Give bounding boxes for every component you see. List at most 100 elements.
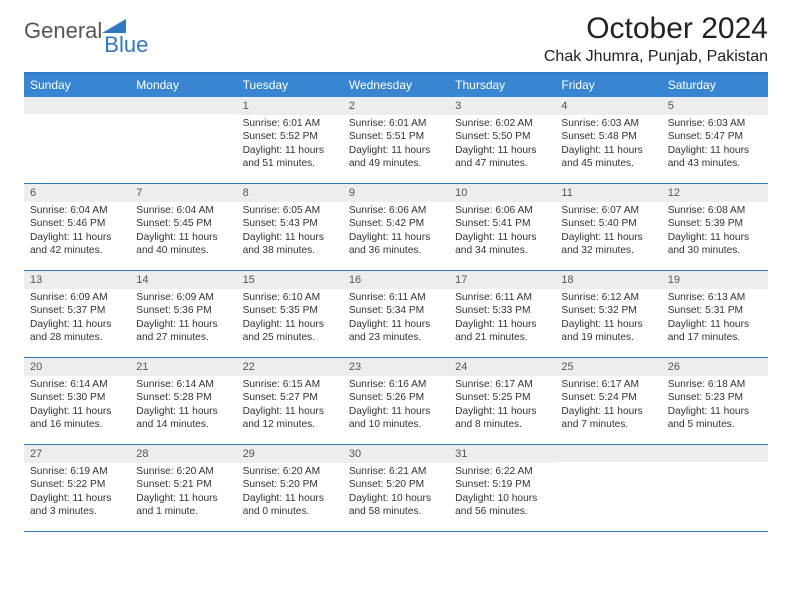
calendar-cell: 1Sunrise: 6:01 AMSunset: 5:52 PMDaylight… — [237, 97, 343, 183]
day-details: Sunrise: 6:11 AMSunset: 5:34 PMDaylight:… — [343, 289, 449, 348]
calendar-cell: 21Sunrise: 6:14 AMSunset: 5:28 PMDayligh… — [130, 358, 236, 444]
day-number: 19 — [662, 271, 768, 289]
day-header: Monday — [130, 74, 236, 97]
day-number: 7 — [130, 184, 236, 202]
day-number: 28 — [130, 445, 236, 463]
day-header: Sunday — [24, 74, 130, 97]
logo-triangle-icon — [102, 17, 126, 33]
calendar-cell: 22Sunrise: 6:15 AMSunset: 5:27 PMDayligh… — [237, 358, 343, 444]
day-number: 13 — [24, 271, 130, 289]
day-details: Sunrise: 6:13 AMSunset: 5:31 PMDaylight:… — [662, 289, 768, 348]
calendar-cell: 26Sunrise: 6:18 AMSunset: 5:23 PMDayligh… — [662, 358, 768, 444]
day-number: 15 — [237, 271, 343, 289]
day-number: 16 — [343, 271, 449, 289]
day-header-row: SundayMondayTuesdayWednesdayThursdayFrid… — [24, 74, 768, 97]
page-title: October 2024 — [544, 12, 768, 46]
day-number: 11 — [555, 184, 661, 202]
calendar-cell: 4Sunrise: 6:03 AMSunset: 5:48 PMDaylight… — [555, 97, 661, 183]
day-details: Sunrise: 6:08 AMSunset: 5:39 PMDaylight:… — [662, 202, 768, 261]
calendar-cell — [662, 445, 768, 531]
day-number: 22 — [237, 358, 343, 376]
day-details: Sunrise: 6:04 AMSunset: 5:46 PMDaylight:… — [24, 202, 130, 261]
day-number — [555, 445, 661, 462]
calendar-cell: 27Sunrise: 6:19 AMSunset: 5:22 PMDayligh… — [24, 445, 130, 531]
calendar-page: General Blue October 2024 Chak Jhumra, P… — [0, 0, 792, 548]
day-number: 31 — [449, 445, 555, 463]
day-number: 5 — [662, 97, 768, 115]
day-details: Sunrise: 6:01 AMSunset: 5:51 PMDaylight:… — [343, 115, 449, 174]
calendar-cell: 6Sunrise: 6:04 AMSunset: 5:46 PMDaylight… — [24, 184, 130, 270]
day-number: 26 — [662, 358, 768, 376]
calendar-cell: 17Sunrise: 6:11 AMSunset: 5:33 PMDayligh… — [449, 271, 555, 357]
calendar-cell: 16Sunrise: 6:11 AMSunset: 5:34 PMDayligh… — [343, 271, 449, 357]
day-details: Sunrise: 6:09 AMSunset: 5:37 PMDaylight:… — [24, 289, 130, 348]
day-details: Sunrise: 6:03 AMSunset: 5:47 PMDaylight:… — [662, 115, 768, 174]
calendar-body: 1Sunrise: 6:01 AMSunset: 5:52 PMDaylight… — [24, 97, 768, 532]
day-details: Sunrise: 6:14 AMSunset: 5:30 PMDaylight:… — [24, 376, 130, 435]
calendar-cell: 19Sunrise: 6:13 AMSunset: 5:31 PMDayligh… — [662, 271, 768, 357]
calendar-cell: 15Sunrise: 6:10 AMSunset: 5:35 PMDayligh… — [237, 271, 343, 357]
day-number — [662, 445, 768, 462]
calendar-cell — [555, 445, 661, 531]
calendar-cell: 8Sunrise: 6:05 AMSunset: 5:43 PMDaylight… — [237, 184, 343, 270]
day-header: Friday — [555, 74, 661, 97]
day-number: 9 — [343, 184, 449, 202]
logo-text-2: Blue — [104, 32, 148, 58]
day-number: 20 — [24, 358, 130, 376]
calendar-cell: 25Sunrise: 6:17 AMSunset: 5:24 PMDayligh… — [555, 358, 661, 444]
day-details: Sunrise: 6:10 AMSunset: 5:35 PMDaylight:… — [237, 289, 343, 348]
calendar-cell: 10Sunrise: 6:06 AMSunset: 5:41 PMDayligh… — [449, 184, 555, 270]
day-details: Sunrise: 6:17 AMSunset: 5:24 PMDaylight:… — [555, 376, 661, 435]
day-header: Wednesday — [343, 74, 449, 97]
day-details: Sunrise: 6:07 AMSunset: 5:40 PMDaylight:… — [555, 202, 661, 261]
calendar-week: 27Sunrise: 6:19 AMSunset: 5:22 PMDayligh… — [24, 445, 768, 532]
day-details: Sunrise: 6:06 AMSunset: 5:41 PMDaylight:… — [449, 202, 555, 261]
day-number: 12 — [662, 184, 768, 202]
day-details: Sunrise: 6:09 AMSunset: 5:36 PMDaylight:… — [130, 289, 236, 348]
day-header: Thursday — [449, 74, 555, 97]
day-number: 27 — [24, 445, 130, 463]
day-number: 24 — [449, 358, 555, 376]
calendar-cell: 12Sunrise: 6:08 AMSunset: 5:39 PMDayligh… — [662, 184, 768, 270]
day-details: Sunrise: 6:15 AMSunset: 5:27 PMDaylight:… — [237, 376, 343, 435]
day-details: Sunrise: 6:18 AMSunset: 5:23 PMDaylight:… — [662, 376, 768, 435]
day-number: 4 — [555, 97, 661, 115]
day-number — [130, 97, 236, 114]
calendar-cell: 23Sunrise: 6:16 AMSunset: 5:26 PMDayligh… — [343, 358, 449, 444]
title-block: October 2024 Chak Jhumra, Punjab, Pakist… — [544, 12, 768, 66]
day-number: 18 — [555, 271, 661, 289]
day-number: 10 — [449, 184, 555, 202]
day-details: Sunrise: 6:20 AMSunset: 5:21 PMDaylight:… — [130, 463, 236, 522]
day-header: Tuesday — [237, 74, 343, 97]
day-details: Sunrise: 6:14 AMSunset: 5:28 PMDaylight:… — [130, 376, 236, 435]
page-header: General Blue October 2024 Chak Jhumra, P… — [24, 12, 768, 66]
day-number: 30 — [343, 445, 449, 463]
calendar-cell: 5Sunrise: 6:03 AMSunset: 5:47 PMDaylight… — [662, 97, 768, 183]
calendar-cell: 18Sunrise: 6:12 AMSunset: 5:32 PMDayligh… — [555, 271, 661, 357]
day-details: Sunrise: 6:20 AMSunset: 5:20 PMDaylight:… — [237, 463, 343, 522]
calendar-cell: 7Sunrise: 6:04 AMSunset: 5:45 PMDaylight… — [130, 184, 236, 270]
calendar-cell: 20Sunrise: 6:14 AMSunset: 5:30 PMDayligh… — [24, 358, 130, 444]
calendar-week: 20Sunrise: 6:14 AMSunset: 5:30 PMDayligh… — [24, 358, 768, 445]
logo: General Blue — [24, 12, 148, 44]
calendar-week: 13Sunrise: 6:09 AMSunset: 5:37 PMDayligh… — [24, 271, 768, 358]
day-header: Saturday — [662, 74, 768, 97]
calendar-cell: 31Sunrise: 6:22 AMSunset: 5:19 PMDayligh… — [449, 445, 555, 531]
day-number: 3 — [449, 97, 555, 115]
calendar-cell: 9Sunrise: 6:06 AMSunset: 5:42 PMDaylight… — [343, 184, 449, 270]
calendar-cell: 30Sunrise: 6:21 AMSunset: 5:20 PMDayligh… — [343, 445, 449, 531]
day-details: Sunrise: 6:16 AMSunset: 5:26 PMDaylight:… — [343, 376, 449, 435]
day-number: 8 — [237, 184, 343, 202]
day-number: 29 — [237, 445, 343, 463]
calendar-cell — [130, 97, 236, 183]
day-number: 25 — [555, 358, 661, 376]
day-details: Sunrise: 6:04 AMSunset: 5:45 PMDaylight:… — [130, 202, 236, 261]
day-number: 1 — [237, 97, 343, 115]
calendar: SundayMondayTuesdayWednesdayThursdayFrid… — [24, 72, 768, 532]
day-details: Sunrise: 6:11 AMSunset: 5:33 PMDaylight:… — [449, 289, 555, 348]
calendar-cell: 24Sunrise: 6:17 AMSunset: 5:25 PMDayligh… — [449, 358, 555, 444]
day-number: 17 — [449, 271, 555, 289]
day-details: Sunrise: 6:03 AMSunset: 5:48 PMDaylight:… — [555, 115, 661, 174]
day-number: 23 — [343, 358, 449, 376]
day-details: Sunrise: 6:06 AMSunset: 5:42 PMDaylight:… — [343, 202, 449, 261]
